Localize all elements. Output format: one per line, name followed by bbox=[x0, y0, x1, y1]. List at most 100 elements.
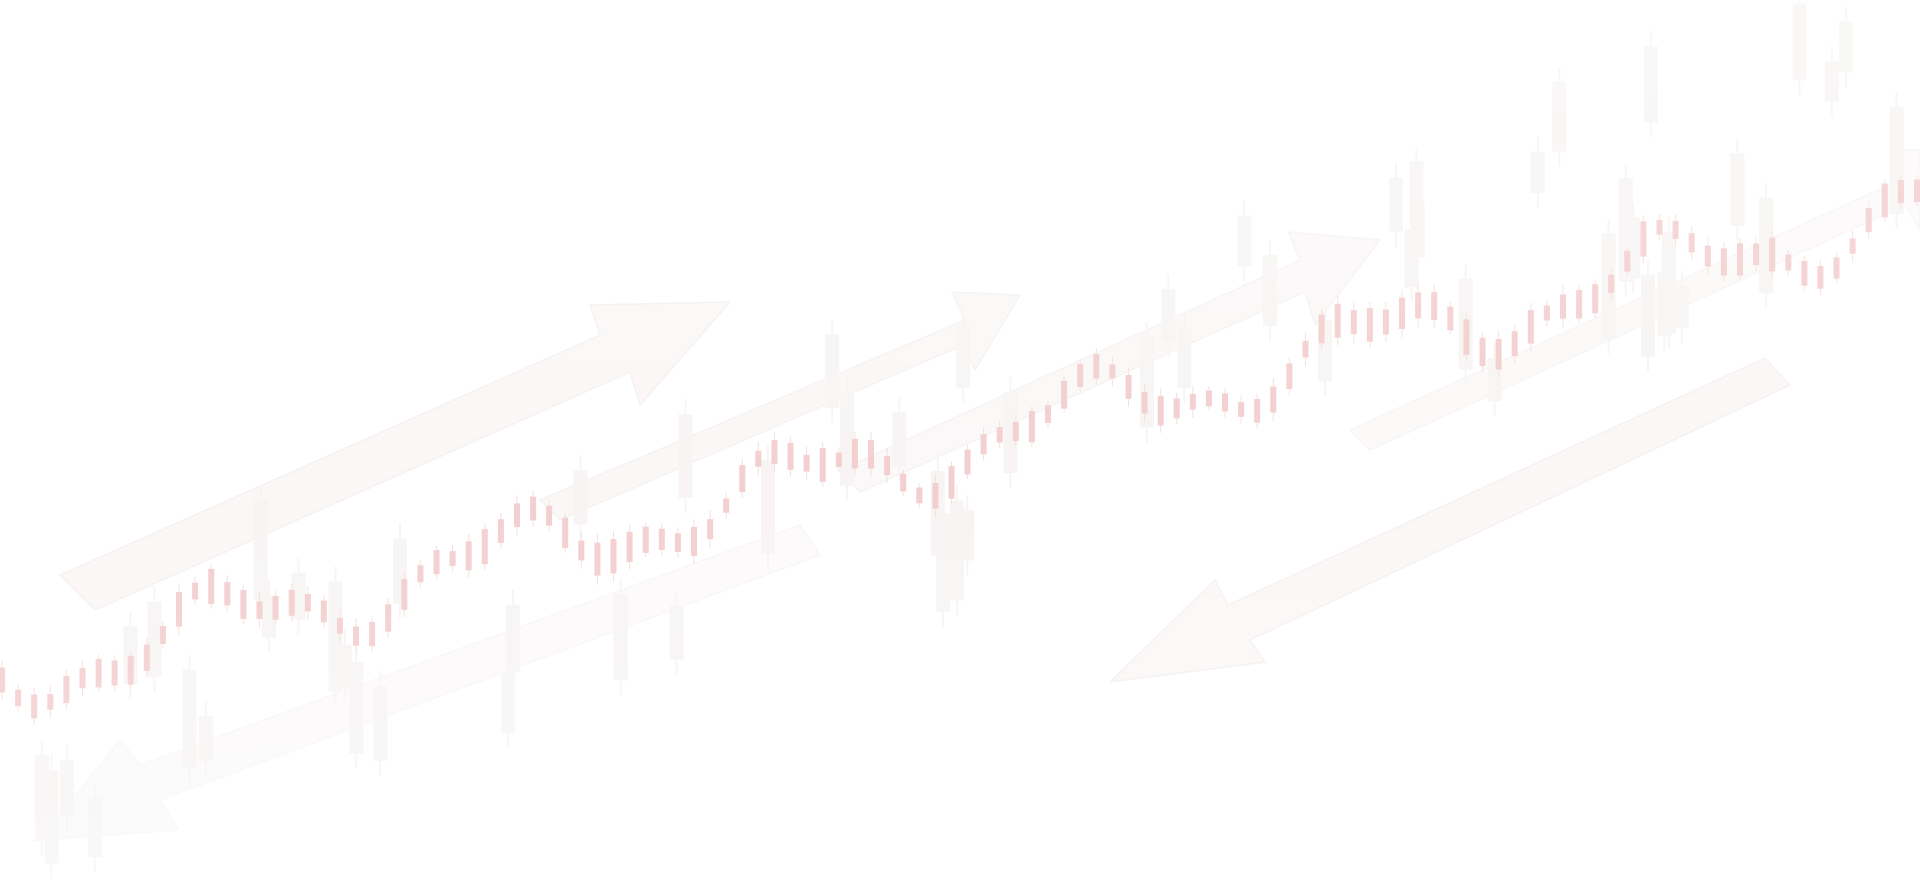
ghost-candle-body bbox=[1657, 272, 1672, 337]
candle-body bbox=[433, 550, 440, 575]
candle-body bbox=[240, 590, 247, 619]
ghost-candle-body bbox=[373, 685, 388, 761]
candle-body bbox=[1737, 243, 1743, 276]
ghost-candle-body bbox=[1674, 286, 1689, 329]
candle-body bbox=[256, 601, 263, 619]
ghost-candle-body bbox=[950, 500, 964, 601]
candle-body bbox=[868, 440, 874, 469]
candle-body bbox=[1463, 319, 1470, 355]
candle-body bbox=[1028, 411, 1035, 443]
candle-body bbox=[1077, 364, 1084, 387]
down-arrow-lower bbox=[1107, 357, 1792, 684]
candle-body bbox=[964, 449, 971, 475]
candle-body bbox=[1897, 180, 1904, 204]
candle-body bbox=[1012, 421, 1019, 441]
candle-body bbox=[803, 454, 810, 472]
ghost-candle-body bbox=[1643, 46, 1658, 123]
ghost-candle-body bbox=[1262, 255, 1277, 326]
candle-body bbox=[1576, 290, 1583, 319]
candle-body bbox=[417, 565, 424, 583]
candle-body bbox=[1914, 179, 1920, 203]
candle-body bbox=[610, 539, 617, 574]
candle-body bbox=[1801, 261, 1808, 286]
candle-body bbox=[1592, 284, 1599, 314]
candle-body bbox=[835, 452, 842, 467]
candle-body bbox=[1109, 364, 1116, 379]
candle-body bbox=[578, 540, 585, 561]
candle-body bbox=[1656, 219, 1663, 235]
up-arrow-center bbox=[838, 231, 1382, 493]
ghost-candle-body bbox=[1237, 215, 1252, 267]
ghost-candles-group bbox=[34, 0, 1904, 879]
candle-body bbox=[272, 596, 279, 620]
candle-body bbox=[642, 526, 649, 553]
ghost-candle-body bbox=[1839, 21, 1854, 73]
candle-body bbox=[176, 592, 182, 627]
ghost-candle-body bbox=[1003, 392, 1018, 473]
candle-body bbox=[658, 528, 665, 550]
ghost-candle-body bbox=[613, 593, 628, 681]
candle-body bbox=[851, 438, 858, 469]
ghost-candle-body bbox=[1641, 274, 1655, 357]
ghost-candle-body bbox=[839, 391, 854, 486]
ghost-candle-body bbox=[198, 715, 213, 762]
ghost-candle-body bbox=[825, 334, 840, 408]
candle-body bbox=[1527, 310, 1534, 344]
candle-body bbox=[932, 482, 939, 509]
candle-body bbox=[707, 519, 714, 540]
candle-body bbox=[1125, 375, 1132, 399]
candle-body bbox=[948, 466, 955, 499]
candle-body bbox=[369, 621, 376, 647]
ghost-candle-body bbox=[291, 572, 306, 620]
candle-body bbox=[449, 551, 456, 567]
candle-body bbox=[79, 667, 86, 689]
candle-body bbox=[1173, 398, 1180, 419]
candle-body bbox=[1672, 220, 1679, 239]
candle-body bbox=[1817, 265, 1824, 289]
candle-body bbox=[884, 456, 891, 476]
candle-body bbox=[1543, 305, 1550, 321]
candle-body bbox=[1399, 297, 1405, 329]
candle-body bbox=[1688, 233, 1695, 253]
main-candles-group bbox=[0, 175, 1920, 725]
ghost-candle-body bbox=[44, 770, 59, 864]
candle-body bbox=[385, 604, 392, 632]
ghost-candle-body bbox=[147, 601, 162, 677]
candle-body bbox=[1447, 306, 1454, 331]
candle-body bbox=[739, 465, 746, 493]
candle-body bbox=[1720, 248, 1727, 276]
candle-body bbox=[819, 448, 826, 482]
candle-body bbox=[304, 594, 311, 612]
ghost-candle-body bbox=[1409, 161, 1424, 227]
candle-body bbox=[1865, 208, 1872, 233]
candle-body bbox=[0, 667, 5, 693]
candle-body bbox=[1881, 183, 1888, 218]
candle-body bbox=[1753, 243, 1760, 266]
candle-body bbox=[1350, 310, 1357, 335]
candle-body bbox=[127, 655, 134, 685]
ghost-candle-body bbox=[1552, 81, 1567, 152]
candle-body bbox=[1382, 309, 1389, 335]
candle-body bbox=[1302, 340, 1309, 358]
candle-body bbox=[1286, 363, 1293, 389]
candle-body bbox=[514, 503, 520, 528]
candle-body bbox=[1640, 221, 1647, 257]
candle-body bbox=[111, 660, 118, 686]
candle-body bbox=[208, 568, 215, 604]
candle-body bbox=[481, 529, 488, 565]
candle-body bbox=[1415, 292, 1422, 319]
candle-body bbox=[1785, 254, 1792, 271]
candle-body bbox=[691, 527, 697, 557]
candle-body bbox=[1624, 250, 1631, 272]
ghost-candle-body bbox=[501, 672, 516, 733]
ghost-candle-body bbox=[262, 595, 276, 638]
candle-body bbox=[1061, 380, 1068, 409]
candle-body bbox=[562, 517, 569, 549]
candle-body bbox=[787, 442, 794, 470]
candle-body bbox=[1093, 354, 1100, 379]
candle-body bbox=[1511, 331, 1518, 357]
candle-body bbox=[1189, 393, 1196, 410]
candle-body bbox=[1270, 386, 1277, 413]
candle-body bbox=[1704, 245, 1711, 267]
